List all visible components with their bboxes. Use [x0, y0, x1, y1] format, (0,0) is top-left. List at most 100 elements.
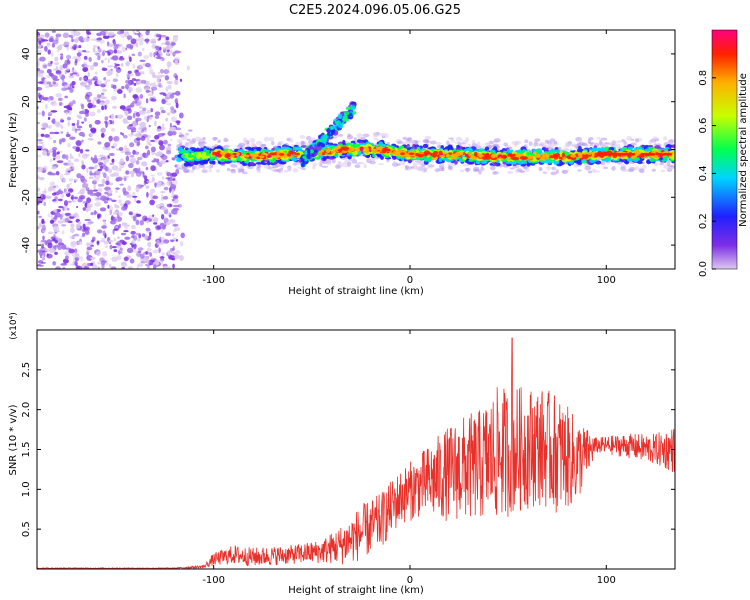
heatmap-band-cell: [422, 143, 429, 149]
heatmap-band-cell: [552, 153, 558, 157]
heatmap-noise-cell: [135, 71, 141, 77]
heatmap-noise-cell: [52, 261, 57, 266]
heatmap-noise-cell: [59, 174, 64, 181]
heatmap-noise-cell: [151, 176, 155, 183]
heatmap-noise-cell: [48, 60, 51, 64]
heatmap-noise-cell: [41, 143, 45, 150]
heatmap-noise-cell: [118, 249, 121, 256]
heatmap-noise-cell: [128, 162, 134, 169]
heatmap-noise-cell: [85, 79, 93, 83]
heatmap-peak-cell: [665, 152, 670, 156]
heatmap-noise-cell: [37, 249, 43, 253]
heatmap-noise-cell: [81, 187, 86, 191]
heatmap-noise-cell: [58, 242, 64, 246]
heatmap-noise-cell: [91, 239, 95, 243]
heatmap-band-cell: [337, 148, 343, 152]
heatmap-noise-cell: [149, 199, 155, 206]
heatmap-noise-cell: [136, 130, 144, 134]
heatmap-noise-cell: [145, 185, 150, 189]
heatmap-noise-cell: [64, 41, 71, 46]
heatmap-halo-cell: [524, 139, 529, 144]
heatmap-noise-cell: [54, 230, 60, 233]
heatmap-noise-cell: [73, 233, 80, 237]
heatmap-noise-cell: [122, 134, 128, 139]
heatmap-noise-cell: [147, 86, 150, 91]
heatmap-noise-cell: [69, 136, 76, 140]
heatmap-band-cell: [294, 152, 301, 156]
heatmap-noise-cell: [135, 213, 142, 217]
heatmap-noise-cell: [47, 242, 53, 249]
heatmap-noise-cell: [83, 77, 87, 80]
heatmap-noise-cell: [86, 246, 93, 251]
heatmap-noise-cell: [102, 35, 110, 39]
heatmap-noise-cell: [59, 44, 66, 47]
heatmap-noise-cell: [82, 223, 86, 229]
heatmap-halo-cell: [434, 168, 440, 173]
heatmap-noise-cell: [73, 178, 78, 181]
heatmap-noise-cell: [174, 254, 180, 260]
heatmap-halo-cell: [507, 170, 514, 175]
heatmap-halo-cell: [465, 167, 470, 173]
heatmap-noise-cell: [131, 235, 135, 239]
heatmap-noise-cell: [41, 218, 45, 225]
heatmap-noise-cell: [74, 260, 78, 266]
heatmap-noise-cell: [146, 109, 151, 114]
heatmap-noise-cell: [169, 93, 175, 99]
heatmap-noise-cell: [82, 207, 86, 211]
heatmap-noise-cell: [172, 245, 175, 251]
heatmap-noise-cell: [76, 114, 82, 118]
heatmap-band-cell: [519, 156, 526, 160]
heatmap-noise-cell: [132, 94, 139, 99]
heatmap-noise-cell: [71, 85, 75, 89]
heatmap-noise-cell: [166, 181, 172, 187]
heatmap-noise-cell: [124, 151, 132, 156]
heatmap-band-cell: [540, 156, 546, 161]
heatmap-band-cell: [491, 163, 498, 167]
heatmap-noise-cell: [107, 189, 113, 194]
heatmap-halo-cell: [459, 169, 465, 173]
heatmap-halo-cell: [461, 140, 469, 145]
heatmap-noise-cell: [153, 217, 159, 223]
heatmap-band-cell: [318, 155, 323, 159]
heatmap-noise-cell: [71, 81, 76, 86]
heatmap-noise-cell: [76, 125, 83, 129]
heatmap-noise-cell: [106, 146, 111, 151]
heatmap-noise-cell: [37, 112, 42, 116]
heatmap-noise-cell: [96, 99, 100, 104]
heatmap-noise-cell: [138, 31, 141, 38]
heatmap-noise-cell: [110, 68, 113, 71]
heatmap-noise-cell: [71, 123, 76, 126]
heatmap-noise-cell: [128, 211, 133, 216]
heatmap-noise-cell: [37, 44, 42, 50]
heatmap-noise-cell: [120, 150, 125, 154]
heatmap-halo-cell: [263, 136, 269, 142]
heatmap-noise-cell: [126, 43, 133, 49]
heatmap-noise-cell: [68, 75, 75, 79]
heatmap-noise-cell: [161, 57, 165, 62]
heatmap-noise-cell: [119, 105, 126, 110]
heatmap-noise-cell: [167, 177, 174, 182]
heatmap-noise-cell: [132, 112, 136, 119]
heatmap-noise-cell: [101, 67, 108, 72]
heatmap-noise-cell: [39, 254, 43, 259]
heatmap-noise-cell: [143, 259, 150, 264]
heatmap-noise-cell: [153, 222, 158, 225]
heatmap-noise-cell: [80, 178, 88, 184]
heatmap-noise-cell: [130, 38, 137, 45]
heatmap-noise-cell: [41, 77, 46, 80]
heatmap-noise-cell: [172, 223, 179, 227]
heatmap-band-cell: [253, 153, 258, 158]
heatmap-halo-cell: [611, 166, 616, 171]
heatmap-noise-cell: [172, 204, 180, 208]
heatmap-noise-cell: [96, 94, 102, 98]
heatmap-peak-cell: [601, 153, 606, 156]
heatmap-halo-cell: [634, 165, 639, 171]
heatmap-noise-cell: [114, 62, 117, 66]
heatmap-halo-cell: [551, 166, 556, 171]
heatmap-noise-cell: [150, 108, 154, 113]
heatmap-halo-cell: [598, 139, 603, 145]
heatmap-noise-cell: [133, 243, 137, 250]
heatmap-halo-cell: [238, 142, 246, 148]
heatmap-halo-cell: [600, 137, 608, 141]
